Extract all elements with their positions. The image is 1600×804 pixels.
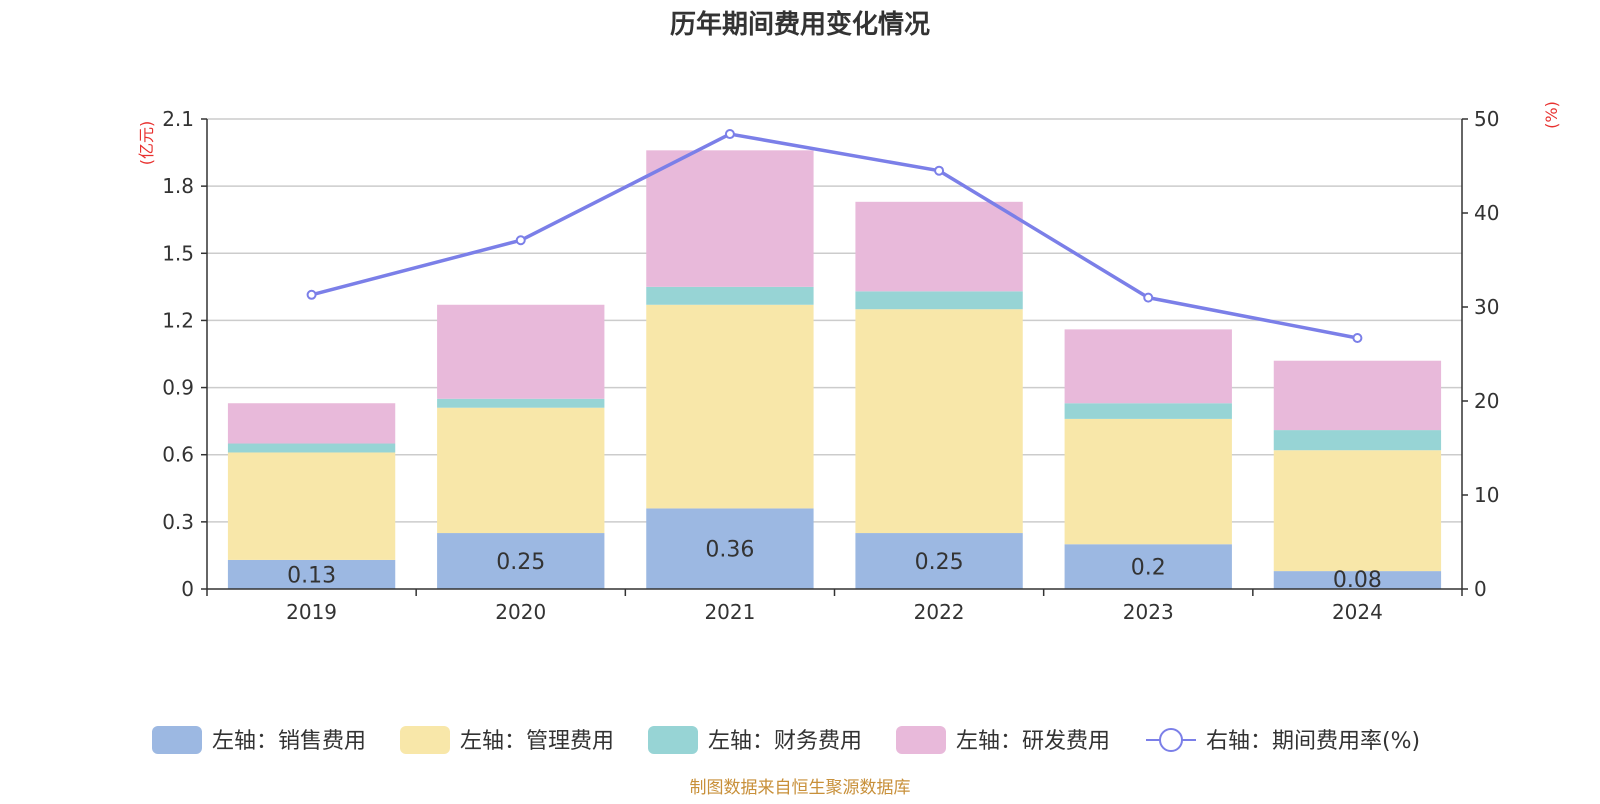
bar-data-label: 0.36 (705, 538, 754, 563)
bar-segment (437, 533, 605, 589)
x-axis-tick-label: 2022 (914, 600, 965, 624)
left-axis-unit: (亿元) (137, 121, 156, 166)
right-axis-tick-label: 0 (1474, 577, 1487, 601)
chart-title: 历年期间费用变化情况 (670, 9, 930, 40)
rate-point (1143, 292, 1154, 303)
legend-item: 左轴：销售费用 (152, 726, 366, 754)
legend-swatch (648, 726, 698, 754)
bar-segment (1273, 450, 1442, 572)
left-axis-tick-label: 0.3 (162, 510, 194, 534)
left-axis-tick-label: 1.5 (162, 241, 194, 265)
legend-swatch (400, 726, 450, 754)
bar-data-label: 0.13 (287, 563, 336, 588)
bar-segment (646, 286, 814, 305)
right-axis-tick-label: 20 (1474, 389, 1499, 413)
bar-data-label: 0.2 (1131, 556, 1166, 581)
legend-swatch (896, 726, 946, 754)
data-source-note: 制图数据来自恒生聚源数据库 (690, 778, 911, 798)
legend-label: 左轴：研发费用 (956, 729, 1110, 754)
rate-point (724, 129, 735, 140)
left-axis-tick-label: 0 (181, 577, 194, 601)
axes-layer: 0 0.3 0.6 0.9 1.2 1.5 1.8 2.1 0 10 20 30 40 50 2019 202… (137, 101, 1561, 624)
bar-segment (1064, 418, 1232, 545)
bars-layer (227, 150, 1442, 589)
rate-point (1352, 333, 1363, 344)
right-axis-unit: (%) (1542, 101, 1561, 129)
legend-marker (1159, 728, 1183, 752)
legend-item: 左轴：管理费用 (400, 726, 614, 754)
x-axis-tick-label: 2024 (1332, 600, 1383, 624)
legend-item: 左轴：研发费用 (896, 726, 1110, 754)
bar-segment (855, 291, 1023, 310)
bar-segment (646, 508, 814, 589)
x-axis-tick-label: 2021 (704, 600, 755, 624)
bar-segment (855, 309, 1023, 534)
line-layer (306, 129, 1363, 344)
rate-point (515, 235, 526, 246)
x-axis-tick-label: 2019 (286, 600, 337, 624)
legend-label: 左轴：财务费用 (708, 729, 862, 754)
bar-segment (855, 533, 1023, 589)
bar-data-label: 0.25 (496, 550, 545, 575)
legend-label: 左轴：管理费用 (460, 729, 614, 754)
bar-segment (227, 452, 396, 560)
x-axis-tick-label: 2023 (1123, 600, 1174, 624)
bar-segment (1273, 360, 1442, 431)
bar-segment (227, 559, 396, 589)
bar-data-label: 0.25 (915, 550, 964, 575)
bar-segment (227, 443, 396, 453)
right-axis-tick-label: 30 (1474, 295, 1499, 319)
legend-swatch (152, 726, 202, 754)
bar-segment (1064, 544, 1232, 589)
bar-segment (646, 304, 814, 509)
rate-point (306, 289, 317, 300)
rate-line (311, 132, 1358, 340)
left-axis-tick-label: 0.6 (162, 443, 194, 467)
legend-item: 右轴：期间费用率(%) (1146, 728, 1420, 754)
right-axis-tick-label: 40 (1474, 201, 1499, 225)
right-axis-tick-label: 50 (1474, 107, 1499, 131)
right-axis-tick-label: 10 (1474, 483, 1499, 507)
left-axis-tick-label: 1.2 (162, 308, 194, 332)
grid-layer (207, 118, 1462, 523)
bar-segment (646, 150, 814, 287)
bar-segment (437, 407, 605, 534)
x-axis-tick-label: 2020 (495, 600, 546, 624)
legend: 左轴：销售费用 左轴：管理费用 左轴：财务费用 左轴：研发费用 右轴：期间费用率(%) (152, 726, 1420, 754)
bar-segment (437, 398, 605, 408)
left-axis-tick-label: 2.1 (162, 107, 194, 131)
left-axis-tick-label: 1.8 (162, 174, 194, 198)
bar-segment (1273, 571, 1442, 589)
left-axis-tick-label: 0.9 (162, 376, 194, 400)
bar-segment (855, 201, 1023, 292)
bar-segment (227, 403, 396, 444)
bar-segment (1064, 403, 1232, 419)
bar-segment (437, 304, 605, 399)
bar-data-label: 0.08 (1333, 568, 1382, 593)
legend-label: 右轴：期间费用率(%) (1206, 729, 1420, 754)
bar-segment (1064, 329, 1232, 404)
legend-item: 左轴：财务费用 (648, 726, 862, 754)
bar-segment (1273, 430, 1442, 451)
legend-label: 左轴：销售费用 (212, 729, 366, 754)
labels-layer: 0.13 0.25 0.36 0.25 0.2 0.08 (287, 538, 1382, 593)
rate-point (934, 165, 945, 176)
